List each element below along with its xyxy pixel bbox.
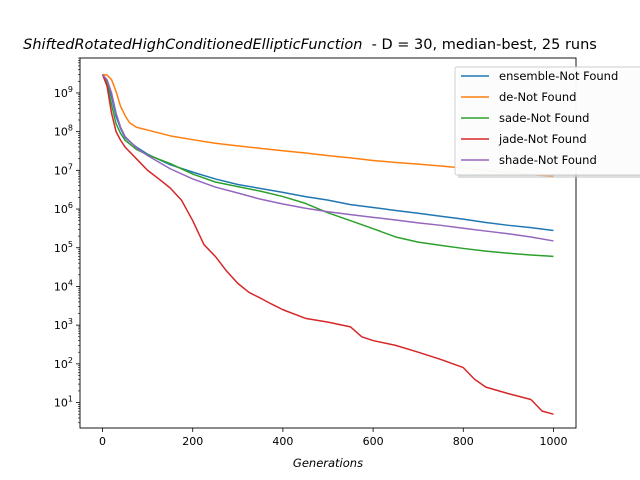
- legend-label-2: sade-Not Found: [499, 111, 589, 125]
- x-tick-label: 1000: [539, 435, 567, 448]
- chart-title: ShiftedRotatedHighConditionedEllipticFun…: [23, 37, 597, 53]
- y-tick-label: 103: [54, 317, 73, 332]
- series-layer: [101, 73, 554, 415]
- y-tick-label: 105: [54, 240, 73, 255]
- legend-box: [454, 66, 640, 176]
- legend-label-1: de-Not Found: [499, 90, 576, 104]
- plot-frame: [79, 57, 577, 429]
- y-tick-label: 101: [54, 395, 73, 410]
- chart-title-rest: - D = 30, median-best, 25 runs: [362, 37, 596, 53]
- series-line-4: [101, 73, 554, 242]
- y-axis: 101 102 103 104 105 106 107 108 109: [54, 57, 80, 424]
- x-axis: 0 200 400 600 800 1000: [99, 428, 567, 448]
- x-axis-label: Generations: [293, 456, 363, 470]
- y-tick-label: 106: [54, 201, 73, 216]
- y-tick-label: 104: [54, 278, 73, 293]
- series-line-3: [101, 74, 554, 415]
- x-tick-label: 0: [99, 435, 106, 448]
- y-tick-label: 107: [54, 162, 73, 177]
- legend-label-0: ensemble-Not Found: [499, 69, 618, 83]
- legend: ensemble-Not Found de-Not Found sade-Not F…: [454, 66, 640, 178]
- legend-label-4: shade-Not Found: [499, 153, 597, 167]
- x-tick-label: 400: [272, 435, 293, 448]
- x-tick-label: 800: [453, 435, 474, 448]
- legend-label-3: jade-Not Found: [498, 132, 587, 146]
- chart-title-italic: ShiftedRotatedHighConditionedEllipticFun…: [23, 37, 362, 53]
- x-tick-label: 600: [363, 435, 384, 448]
- y-tick-label: 108: [54, 124, 73, 139]
- series-line-2: [101, 74, 554, 258]
- y-tick-label: 109: [54, 85, 73, 100]
- y-tick-label: 102: [54, 356, 73, 371]
- x-tick-label: 200: [182, 435, 203, 448]
